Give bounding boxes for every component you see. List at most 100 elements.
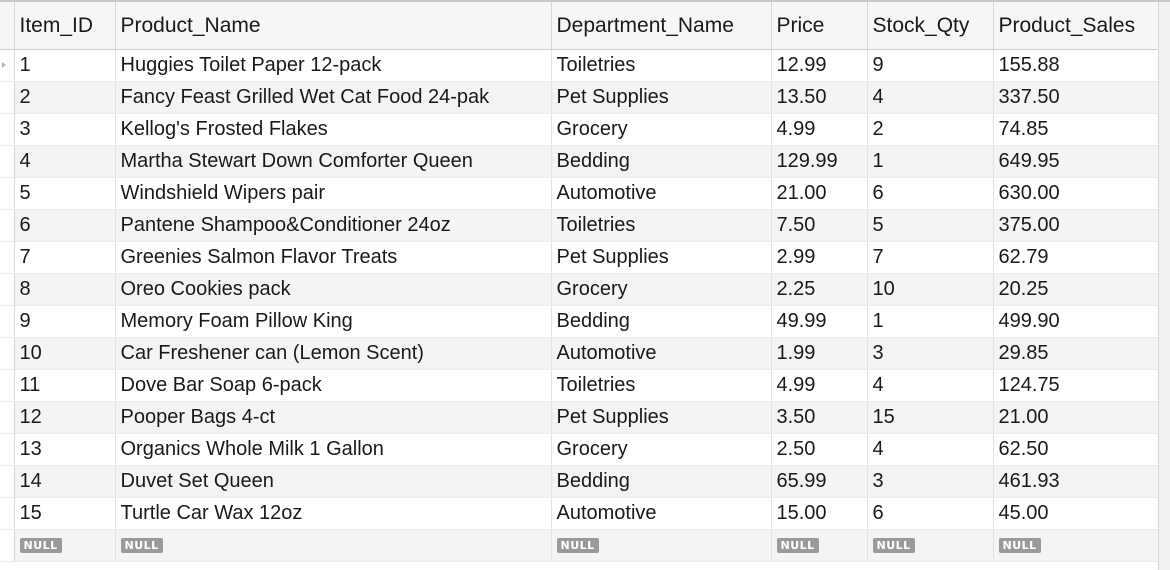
cell-item-id[interactable]: 3 [14,113,116,146]
cell-product-name[interactable]: Oreo Cookies pack [115,273,552,306]
cell-stock-qty[interactable]: 3 [867,465,994,498]
cell-department-name[interactable]: Pet Supplies [551,401,772,434]
cell-product-name[interactable]: Turtle Car Wax 12oz [115,497,552,530]
row-gutter[interactable] [0,145,15,178]
cell-product-name[interactable]: Fancy Feast Grilled Wet Cat Food 24-pak [115,81,552,114]
table-row[interactable]: 6 Pantene Shampoo&Conditioner 24oz Toiletr… [0,209,1159,242]
cell-stock-qty[interactable]: 7 [867,241,994,274]
cell-product-sales[interactable]: 62.50 [993,433,1159,466]
cell-item-id-null[interactable]: NULL [14,529,116,562]
cell-product-sales-null[interactable]: NULL [993,529,1159,562]
cell-product-name[interactable]: Pooper Bags 4-ct [115,401,552,434]
cell-department-name[interactable]: Automotive [551,497,772,530]
table-row[interactable]: 9 Memory Foam Pillow King Bedding 49.99 1 499… [0,305,1159,338]
column-header-price[interactable]: Price [771,2,868,50]
cell-product-name[interactable]: Pantene Shampoo&Conditioner 24oz [115,209,552,242]
table-row[interactable]: 13 Organics Whole Milk 1 Gallon Grocery 2.5… [0,433,1159,466]
cell-price[interactable]: 65.99 [771,465,868,498]
cell-item-id[interactable]: 1 [14,49,116,82]
cell-department-name[interactable]: Automotive [551,177,772,210]
cell-department-name[interactable]: Bedding [551,465,772,498]
cell-department-name[interactable]: Grocery [551,433,772,466]
table-row[interactable]: 11 Dove Bar Soap 6-pack Toiletries 4.99 4 124… [0,369,1159,402]
cell-product-sales[interactable]: 21.00 [993,401,1159,434]
cell-product-name[interactable]: Organics Whole Milk 1 Gallon [115,433,552,466]
cell-product-name[interactable]: Martha Stewart Down Comforter Queen [115,145,552,178]
cell-price[interactable]: 21.00 [771,177,868,210]
row-gutter[interactable] [0,465,15,498]
table-row[interactable]: 8 Oreo Cookies pack Grocery 2.25 10 20.25 [0,273,1159,306]
cell-stock-qty[interactable]: 4 [867,369,994,402]
cell-price[interactable]: 13.50 [771,81,868,114]
cell-product-sales[interactable]: 630.00 [993,177,1159,210]
cell-stock-qty[interactable]: 4 [867,433,994,466]
cell-stock-qty-null[interactable]: NULL [867,529,994,562]
cell-item-id[interactable]: 6 [14,209,116,242]
cell-product-sales[interactable]: 29.85 [993,337,1159,370]
cell-item-id[interactable]: 9 [14,305,116,338]
cell-product-name[interactable]: Dove Bar Soap 6-pack [115,369,552,402]
cell-stock-qty[interactable]: 3 [867,337,994,370]
cell-stock-qty[interactable]: 6 [867,497,994,530]
cell-item-id[interactable]: 2 [14,81,116,114]
cell-item-id[interactable]: 12 [14,401,116,434]
row-gutter[interactable] [0,241,15,274]
row-gutter[interactable] [0,81,15,114]
row-gutter[interactable] [0,49,15,82]
cell-price[interactable]: 2.50 [771,433,868,466]
cell-product-sales[interactable]: 499.90 [993,305,1159,338]
cell-product-name[interactable]: Huggies Toilet Paper 12-pack [115,49,552,82]
row-gutter[interactable] [0,209,15,242]
cell-price[interactable]: 3.50 [771,401,868,434]
cell-product-sales[interactable]: 155.88 [993,49,1159,82]
column-header-item-id[interactable]: Item_ID [14,2,116,50]
cell-product-name[interactable]: Kellog's Frosted Flakes [115,113,552,146]
column-header-department-name[interactable]: Department_Name [551,2,772,50]
row-gutter[interactable] [0,497,15,530]
column-header-product-name[interactable]: Product_Name [115,2,552,50]
cell-stock-qty[interactable]: 4 [867,81,994,114]
cell-item-id[interactable]: 14 [14,465,116,498]
cell-product-name-null[interactable]: NULL [115,529,552,562]
cell-item-id[interactable]: 15 [14,497,116,530]
cell-department-name[interactable]: Pet Supplies [551,241,772,274]
cell-department-name[interactable]: Bedding [551,305,772,338]
table-row[interactable]: 15 Turtle Car Wax 12oz Automotive 15.00 6 45.… [0,497,1159,530]
cell-department-name[interactable]: Toiletries [551,49,772,82]
cell-product-sales[interactable]: 337.50 [993,81,1159,114]
row-gutter[interactable] [0,433,15,466]
cell-stock-qty[interactable]: 15 [867,401,994,434]
table-row[interactable]: 7 Greenies Salmon Flavor Treats Pet Suppli… [0,241,1159,274]
cell-price[interactable]: 7.50 [771,209,868,242]
cell-stock-qty[interactable]: 6 [867,177,994,210]
cell-product-name[interactable]: Windshield Wipers pair [115,177,552,210]
row-gutter[interactable] [0,369,15,402]
cell-product-sales[interactable]: 20.25 [993,273,1159,306]
cell-product-sales[interactable]: 45.00 [993,497,1159,530]
cell-department-name-null[interactable]: NULL [551,529,772,562]
cell-price[interactable]: 1.99 [771,337,868,370]
cell-product-name[interactable]: Car Freshener can (Lemon Scent) [115,337,552,370]
cell-product-sales[interactable]: 74.85 [993,113,1159,146]
table-row[interactable]: 1 Huggies Toilet Paper 12-pack Toiletries 1… [0,49,1159,82]
cell-product-sales[interactable]: 649.95 [993,145,1159,178]
table-row[interactable]: 4 Martha Stewart Down Comforter Queen Bedd… [0,145,1159,178]
cell-price[interactable]: 49.99 [771,305,868,338]
cell-department-name[interactable]: Toiletries [551,369,772,402]
new-row[interactable]: NULL NULL NULL NULL NULL NULL [0,529,1159,562]
table-row[interactable]: 2 Fancy Feast Grilled Wet Cat Food 24-pak… [0,81,1159,114]
cell-stock-qty[interactable]: 2 [867,113,994,146]
cell-price[interactable]: 4.99 [771,113,868,146]
row-gutter[interactable] [0,337,15,370]
cell-stock-qty[interactable]: 1 [867,145,994,178]
table-row[interactable]: 5 Windshield Wipers pair Automotive 21.00 6 6… [0,177,1159,210]
table-row[interactable]: 10 Car Freshener can (Lemon Scent) Automot… [0,337,1159,370]
table-row[interactable]: 3 Kellog's Frosted Flakes Grocery 4.99 2 74.8… [0,113,1159,146]
cell-department-name[interactable]: Grocery [551,273,772,306]
cell-product-sales[interactable]: 375.00 [993,209,1159,242]
cell-item-id[interactable]: 11 [14,369,116,402]
cell-price[interactable]: 129.99 [771,145,868,178]
cell-price[interactable]: 2.99 [771,241,868,274]
cell-price[interactable]: 15.00 [771,497,868,530]
vertical-scrollbar[interactable] [1158,2,1170,570]
